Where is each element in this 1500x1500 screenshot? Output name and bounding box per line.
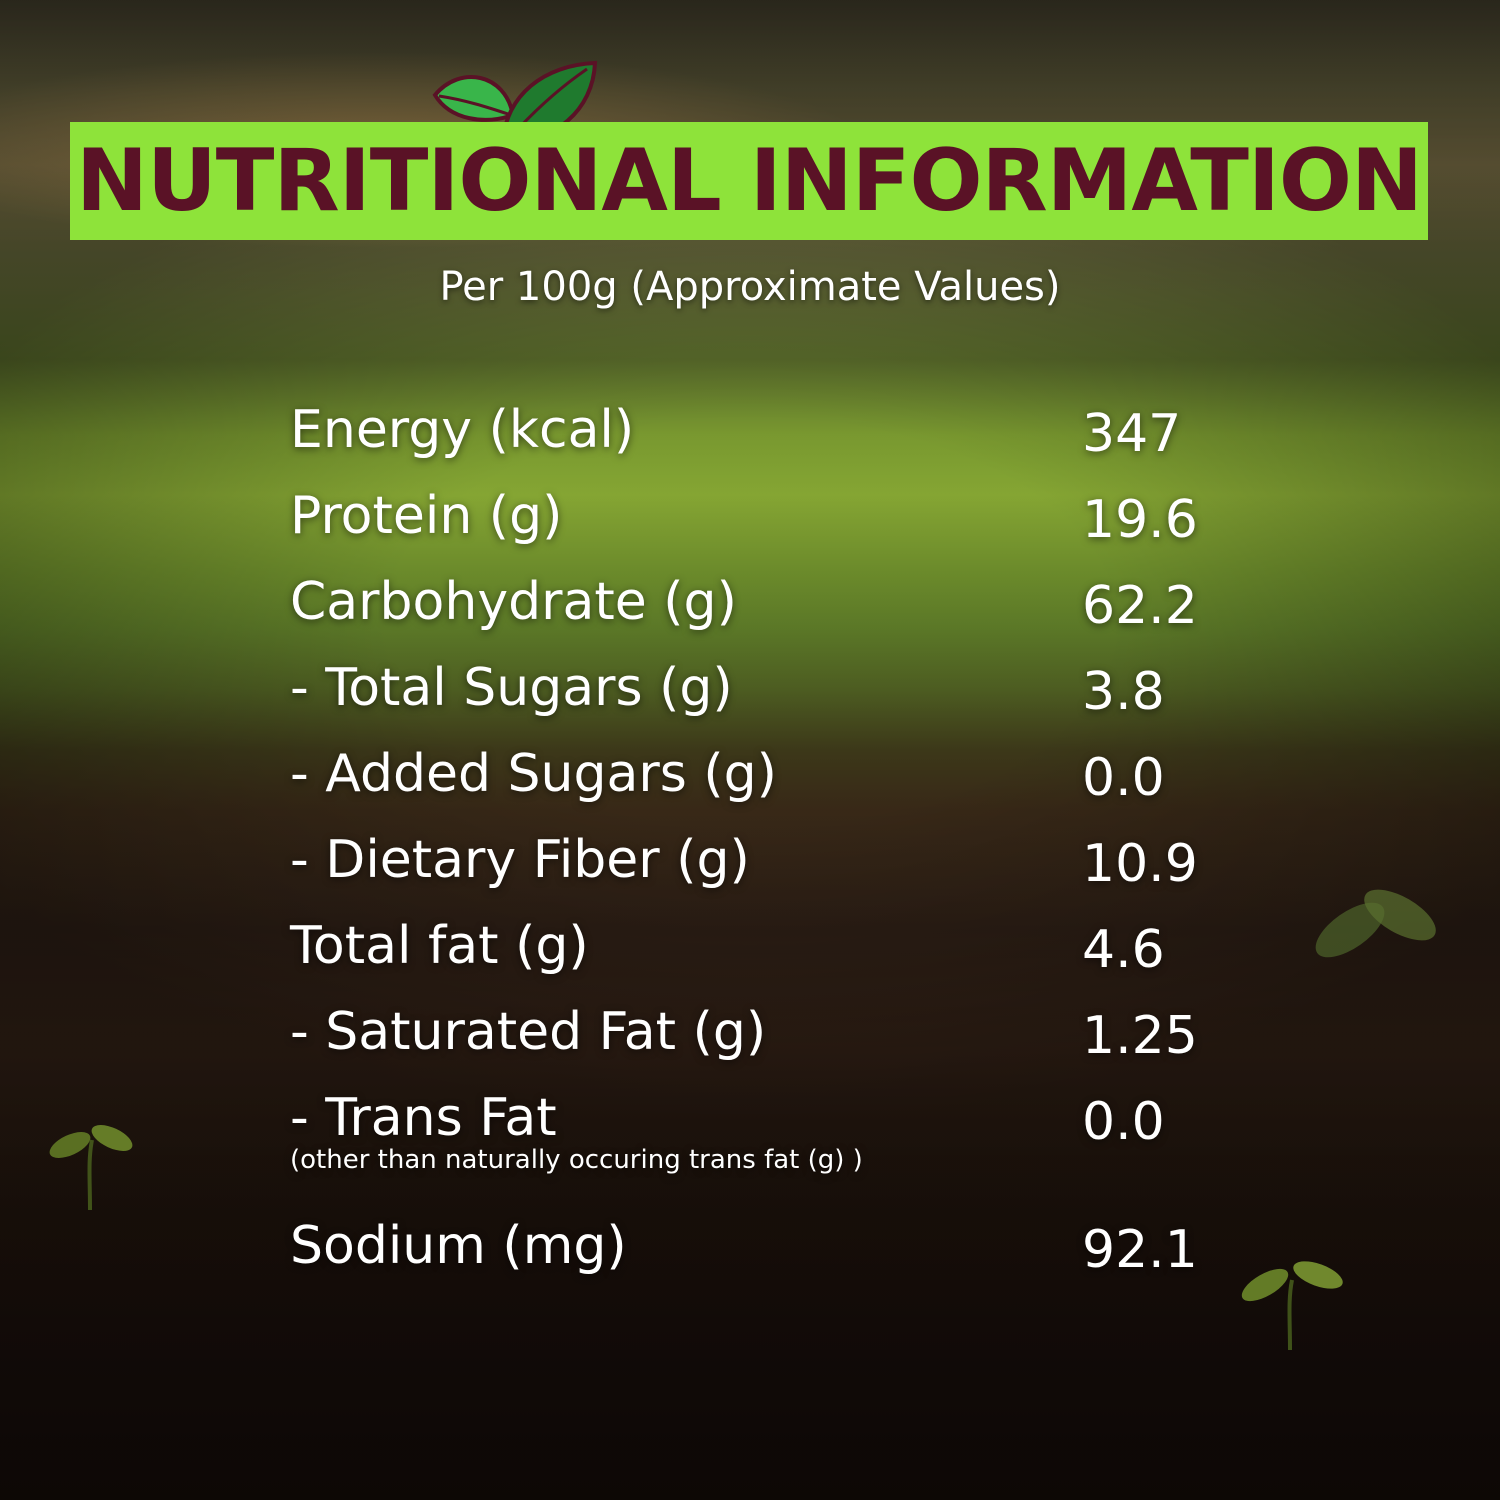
- nutrient-value: 347: [1082, 404, 1182, 464]
- nutrition-row-protein: Protein (g) 19.6: [290, 474, 1240, 560]
- title-banner: NUTRITIONAL INFORMATION: [70, 122, 1428, 240]
- sprout-far-right-decoration: [1315, 889, 1436, 958]
- nutrient-label: Sodium (mg): [290, 1216, 627, 1276]
- page-title: NUTRITIONAL INFORMATION: [76, 131, 1423, 231]
- sprout-left-decoration: [49, 1125, 133, 1210]
- nutrient-value: 19.6: [1082, 490, 1198, 550]
- nutrient-value: 4.6: [1082, 920, 1165, 980]
- nutrient-label: Protein (g): [290, 486, 563, 546]
- nutrient-label: Energy (kcal): [290, 400, 635, 460]
- nutrient-label: - Trans Fat: [290, 1088, 557, 1148]
- nutrition-row-sodium: Sodium (mg) 92.1: [290, 1204, 1240, 1290]
- nutrient-label: - Dietary Fiber (g): [290, 830, 750, 890]
- nutrient-value: 0.0: [1082, 1092, 1165, 1152]
- nutrient-value: 3.8: [1082, 662, 1165, 722]
- subtitle: Per 100g (Approximate Values): [439, 264, 1061, 310]
- nutrient-value: 0.0: [1082, 748, 1165, 808]
- nutrition-row-energy: Energy (kcal) 347: [290, 388, 1240, 474]
- nutrient-label: - Added Sugars (g): [290, 744, 777, 804]
- nutrition-row-saturated-fat: - Saturated Fat (g) 1.25: [290, 990, 1240, 1076]
- nutrition-row-total-fat: Total fat (g) 4.6: [290, 904, 1240, 990]
- nutrition-row-total-sugars: - Total Sugars (g) 3.8: [290, 646, 1240, 732]
- nutrient-label: - Saturated Fat (g): [290, 1002, 767, 1062]
- nutrient-value: 1.25: [1082, 1006, 1198, 1066]
- sprout-right-decoration: [1241, 1261, 1343, 1350]
- nutrient-label: - Total Sugars (g): [290, 658, 733, 718]
- nutrient-label: Carbohydrate (g): [290, 572, 737, 632]
- nutrient-note: (other than naturally occuring trans fat…: [290, 1145, 863, 1175]
- nutrition-row-dietary-fiber: - Dietary Fiber (g) 10.9: [290, 818, 1240, 904]
- nutrient-label: Total fat (g): [290, 916, 589, 976]
- nutrient-value: 62.2: [1082, 576, 1198, 636]
- nutrition-table: Energy (kcal) 347 Protein (g) 19.6 Carbo…: [290, 388, 1240, 1290]
- nutrition-row-added-sugars: - Added Sugars (g) 0.0: [290, 732, 1240, 818]
- nutrient-value: 92.1: [1082, 1220, 1198, 1280]
- nutrition-row-trans-fat: - Trans Fat 0.0 (other than naturally oc…: [290, 1076, 1240, 1204]
- nutrient-value: 10.9: [1082, 834, 1198, 894]
- nutrition-row-carbohydrate: Carbohydrate (g) 62.2: [290, 560, 1240, 646]
